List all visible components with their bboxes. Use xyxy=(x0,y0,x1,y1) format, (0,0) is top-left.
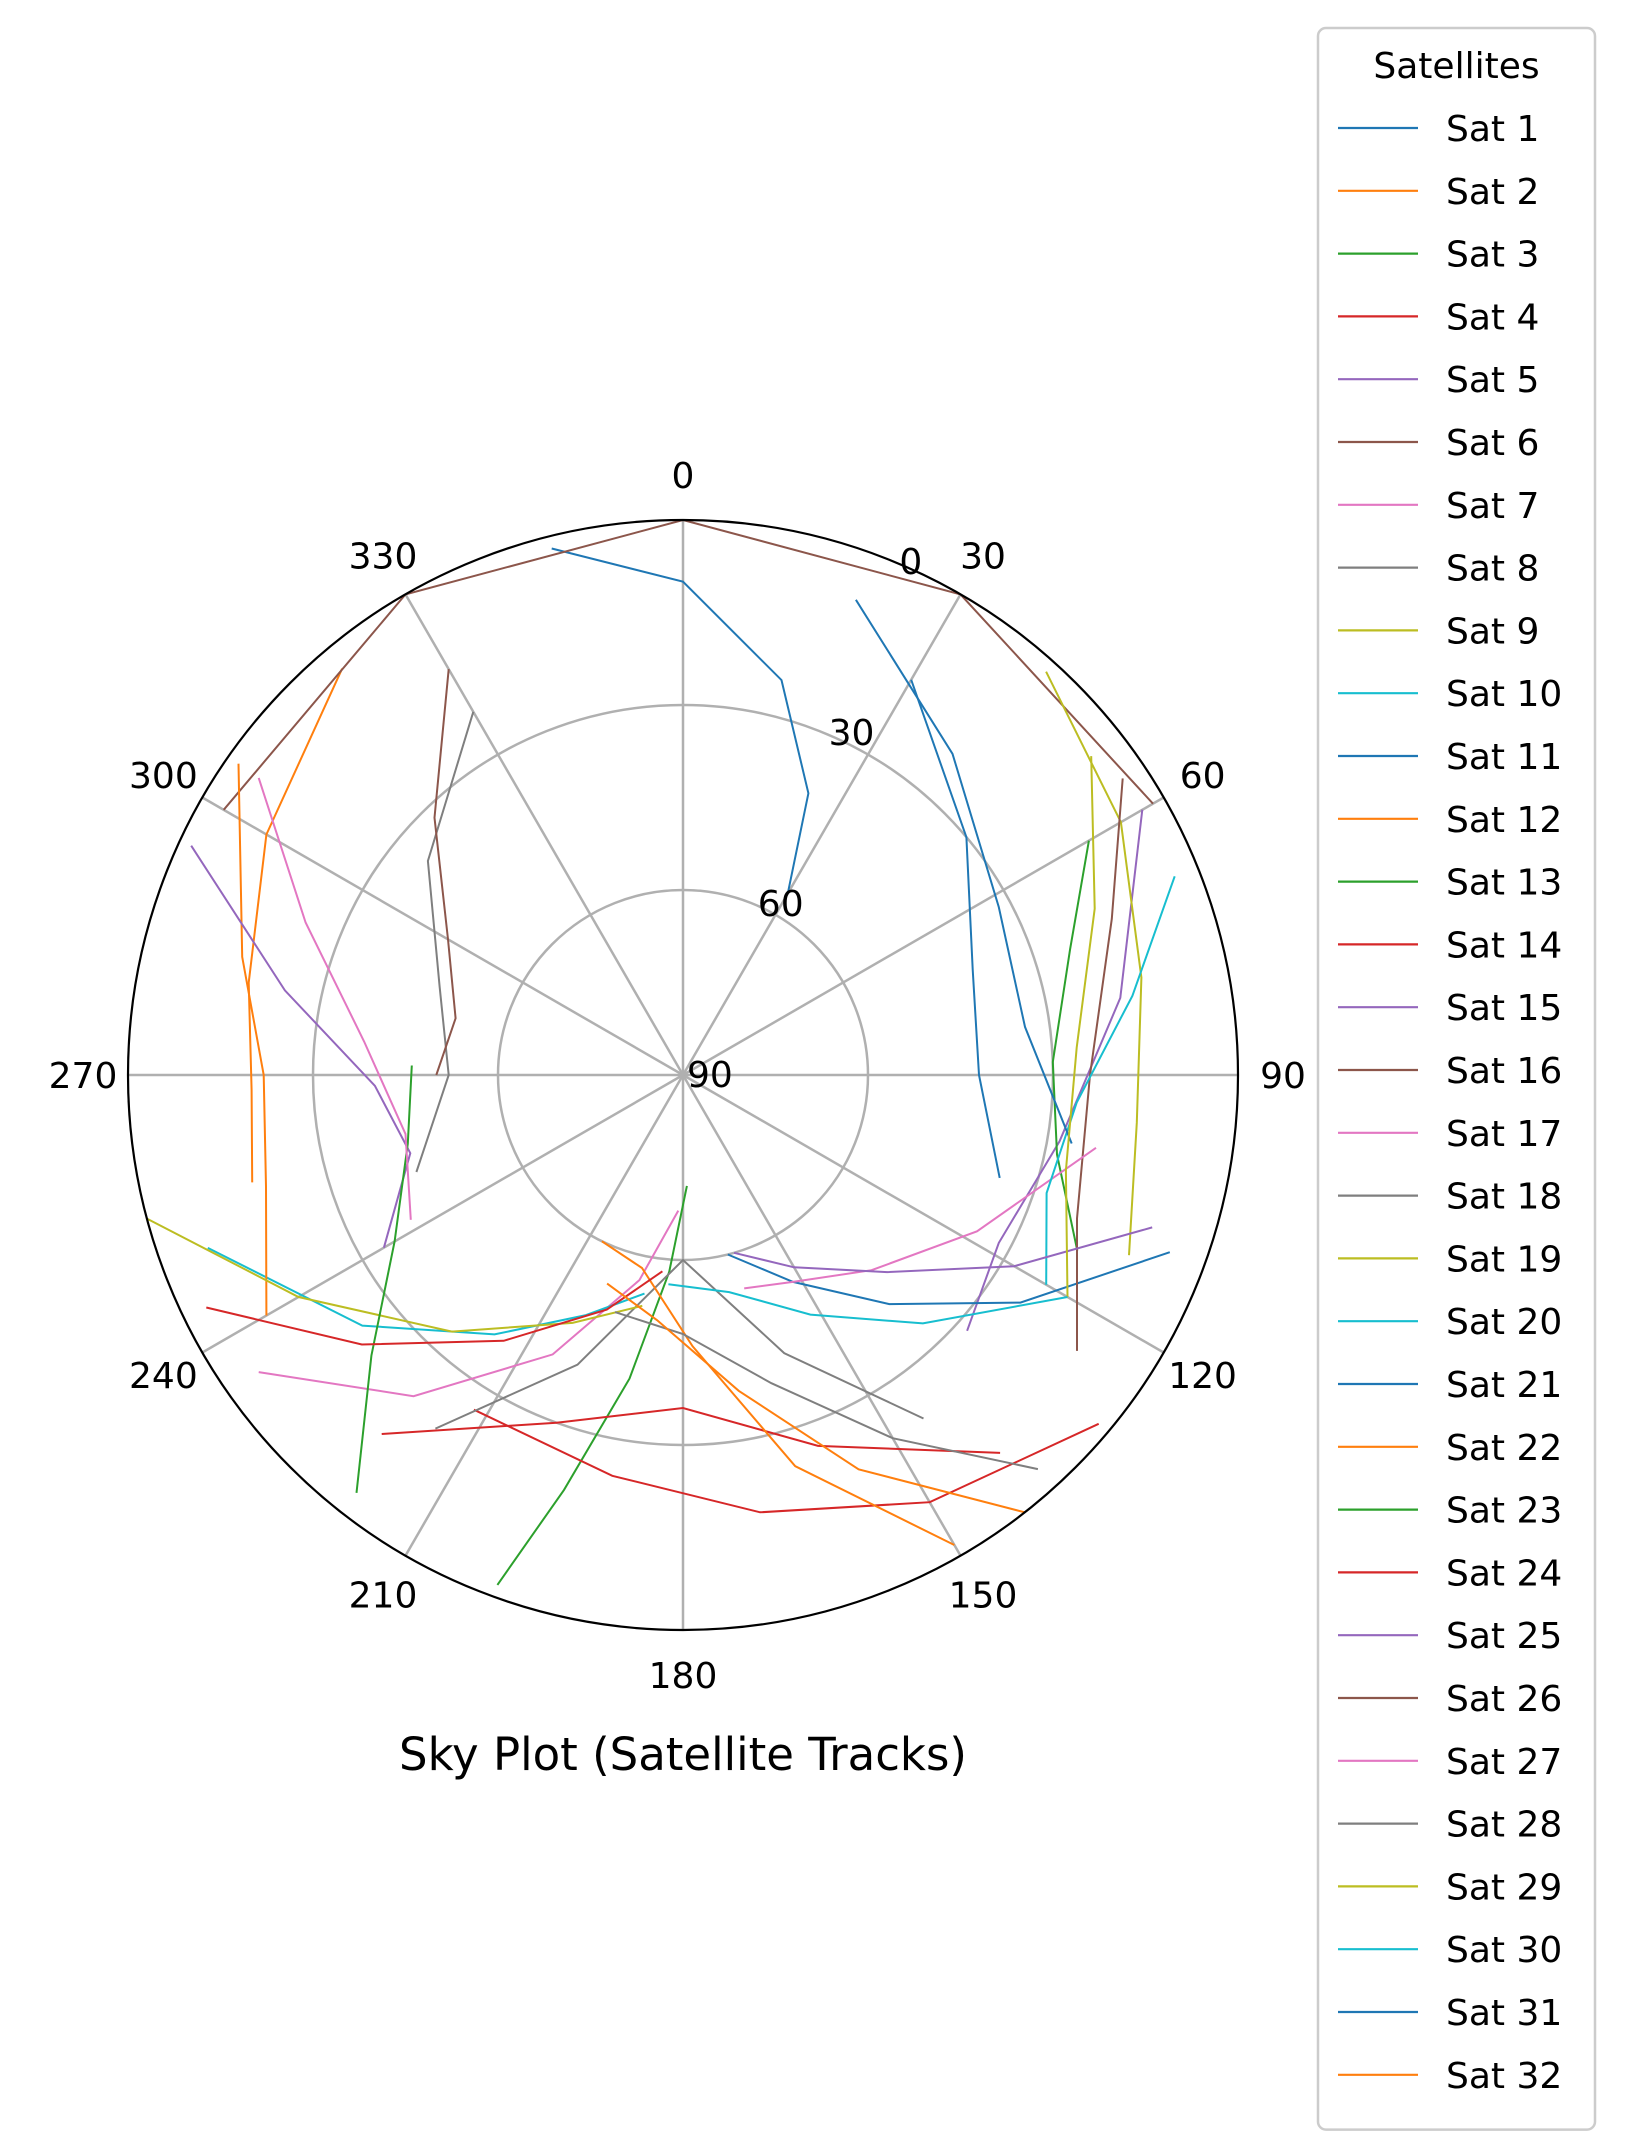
series-line-sat-14 xyxy=(381,1406,1001,1454)
legend-label-sat-31: Sat 31 xyxy=(1446,1993,1562,2034)
theta-tick-label: 210 xyxy=(349,1576,418,1617)
axis-tick-labels: 0 30 60 90 120 150 180 210 240 270 300 330 0 30 60 90 xyxy=(49,456,1306,1697)
series-line-sat-3 xyxy=(496,1185,688,1586)
legend-label-sat-28: Sat 28 xyxy=(1446,1805,1562,1846)
series-line-sat-4 xyxy=(473,1408,1100,1514)
legend-label-sat-17: Sat 17 xyxy=(1446,1114,1562,1155)
legend-label-sat-18: Sat 18 xyxy=(1446,1177,1562,1218)
series-line-sat-25 xyxy=(733,1226,1153,1274)
legend-label-sat-24: Sat 24 xyxy=(1446,1553,1562,1594)
series-line-sat-23 xyxy=(355,1065,413,1494)
legend-label-sat-10: Sat 10 xyxy=(1446,674,1562,715)
legend-title: Satellites xyxy=(1373,46,1539,87)
chart-title: Sky Plot (Satellite Tracks) xyxy=(399,1728,967,1781)
series-line-sat-5 xyxy=(966,809,1144,1332)
grid-spoke-120 xyxy=(682,1073,1165,1354)
legend-label-sat-9: Sat 9 xyxy=(1446,611,1539,652)
theta-tick-label: 270 xyxy=(49,1056,118,1097)
legend-label-sat-20: Sat 20 xyxy=(1446,1302,1562,1343)
grid-spoke-240 xyxy=(201,1073,684,1354)
series-line-sat-27 xyxy=(257,777,412,1220)
legend-label-sat-7: Sat 7 xyxy=(1446,486,1539,527)
theta-tick-label: 330 xyxy=(349,536,418,577)
series-line-sat-21 xyxy=(855,599,1073,1144)
legend-label-sat-15: Sat 15 xyxy=(1446,988,1562,1029)
r-tick-label: 90 xyxy=(687,1055,733,1096)
legend-label-sat-26: Sat 26 xyxy=(1446,1679,1562,1720)
theta-tick-label: 30 xyxy=(960,536,1006,577)
satellite-tracks xyxy=(146,520,1176,1586)
legend: Satellites Sat 1 Sat 2 Sat 3 Sat 4 Sat 5 Sat 6… xyxy=(1316,26,1597,2131)
legend-label-sat-6: Sat 6 xyxy=(1446,423,1539,464)
legend-label-sat-12: Sat 12 xyxy=(1446,800,1562,841)
grid-spoke-330 xyxy=(404,593,685,1076)
grid-spoke-210 xyxy=(404,1074,685,1557)
series-line-sat-17 xyxy=(744,1146,1097,1290)
legend-label-sat-1: Sat 1 xyxy=(1446,109,1539,150)
series-line-sat-12 xyxy=(237,763,268,1316)
series-line-sat-28 xyxy=(614,1311,1039,1471)
grid-spoke-60 xyxy=(682,796,1165,1077)
legend-label-sat-29: Sat 29 xyxy=(1446,1867,1562,1908)
grid-spoke-30 xyxy=(681,593,962,1076)
series-line-sat-29 xyxy=(1064,756,1096,1298)
legend-label-sat-11: Sat 11 xyxy=(1446,737,1562,778)
legend-label-sat-4: Sat 4 xyxy=(1446,297,1539,338)
theta-tick-label: 180 xyxy=(649,1656,718,1697)
legend-label-sat-13: Sat 13 xyxy=(1446,863,1562,904)
legend-label-sat-5: Sat 5 xyxy=(1446,360,1539,401)
series-line-sat-22 xyxy=(601,1240,955,1546)
series-line-sat-13 xyxy=(1051,840,1090,1251)
r-tick-label: 0 xyxy=(899,542,922,583)
legend-label-sat-19: Sat 19 xyxy=(1446,1239,1562,1280)
legend-label-sat-25: Sat 25 xyxy=(1446,1616,1562,1657)
series-line-sat-30 xyxy=(668,1283,1068,1325)
series-line-sat-11 xyxy=(727,1251,1171,1306)
theta-tick-label: 150 xyxy=(949,1576,1018,1617)
series-line-sat-8 xyxy=(434,1258,924,1430)
legend-label-sat-8: Sat 8 xyxy=(1446,549,1539,590)
legend-label-sat-3: Sat 3 xyxy=(1446,235,1539,276)
legend-label-sat-27: Sat 27 xyxy=(1446,1742,1562,1783)
polar-grid xyxy=(128,520,1238,1630)
legend-label-sat-30: Sat 30 xyxy=(1446,1930,1562,1971)
plot-boundary xyxy=(126,518,1240,1632)
series-line-sat-20 xyxy=(1045,875,1176,1285)
series-line-sat-9 xyxy=(1045,671,1143,1256)
legend-box xyxy=(1316,26,1597,2131)
legend-label-sat-14: Sat 14 xyxy=(1446,925,1562,966)
series-line-sat-32 xyxy=(606,1282,1025,1514)
legend-label-sat-23: Sat 23 xyxy=(1446,1491,1562,1532)
theta-tick-label: 60 xyxy=(1180,756,1226,797)
theta-tick-label: 240 xyxy=(129,1356,198,1397)
legend-label-sat-21: Sat 21 xyxy=(1446,1365,1562,1406)
r-tick-label: 30 xyxy=(829,713,875,754)
legend-label-sat-32: Sat 32 xyxy=(1446,2056,1562,2097)
series-line-sat-19 xyxy=(146,1217,643,1333)
theta-tick-label: 120 xyxy=(1168,1356,1237,1397)
series-line-sat-6 xyxy=(222,520,1154,811)
grid-spoke-300 xyxy=(201,796,684,1077)
theta-tick-label: 0 xyxy=(672,456,695,497)
legend-label-sat-22: Sat 22 xyxy=(1446,1428,1562,1469)
series-line-sat-2 xyxy=(247,668,344,1183)
series-line-sat-18 xyxy=(415,711,475,1173)
series-line-sat-1 xyxy=(551,547,810,894)
theta-tick-label: 90 xyxy=(1260,1056,1306,1097)
legend-label-sat-2: Sat 2 xyxy=(1446,172,1539,213)
theta-tick-label: 300 xyxy=(129,756,198,797)
series-line-sat-26 xyxy=(433,669,457,1076)
legend-label-sat-16: Sat 16 xyxy=(1446,1051,1562,1092)
series-line-sat-7 xyxy=(258,1210,680,1398)
series-line-sat-31 xyxy=(910,679,1001,1179)
r-tick-label: 60 xyxy=(758,884,804,925)
